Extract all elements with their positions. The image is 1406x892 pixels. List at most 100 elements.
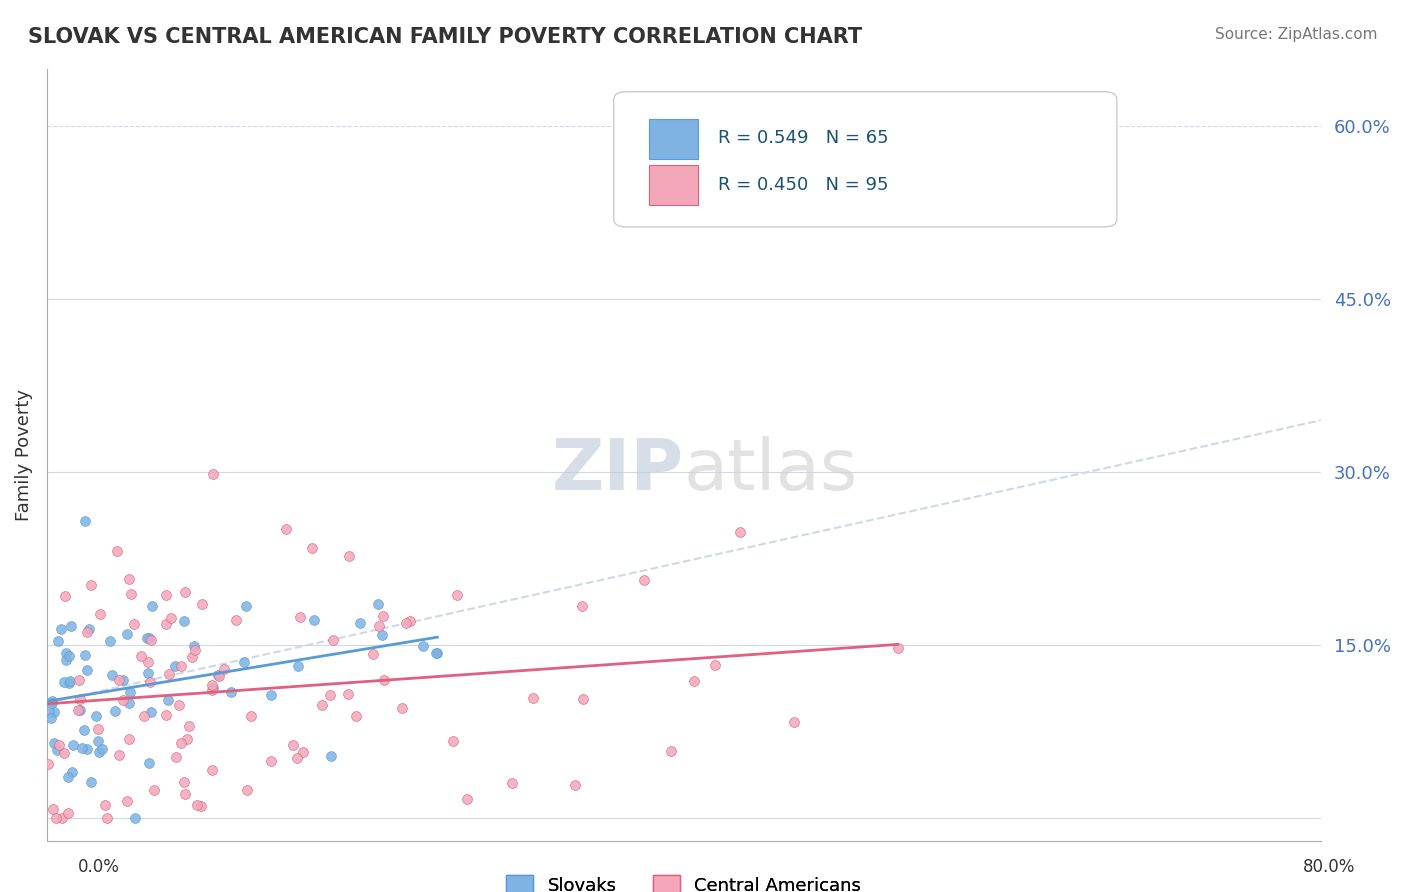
Point	[186, 798, 208, 813]
Point	[142, 782, 165, 797]
Point	[138, 756, 160, 770]
Point	[51, 811, 73, 825]
Point	[118, 685, 141, 699]
Point	[104, 704, 127, 718]
Point	[96, 811, 118, 825]
Point	[84, 709, 107, 723]
Point	[571, 599, 593, 613]
Point	[633, 574, 655, 588]
Point	[191, 598, 214, 612]
Point	[41, 694, 63, 708]
Text: SLOVAK VS CENTRAL AMERICAN FAMILY POVERTY CORRELATION CHART: SLOVAK VS CENTRAL AMERICAN FAMILY POVERT…	[28, 27, 862, 46]
Point	[80, 774, 103, 789]
Point	[138, 666, 160, 681]
Point	[58, 676, 80, 690]
Point	[319, 749, 342, 764]
Legend: Slovaks, Central Americans: Slovaks, Central Americans	[499, 868, 869, 892]
Point	[441, 733, 464, 747]
Point	[138, 655, 160, 669]
Point	[201, 764, 224, 778]
Point	[232, 655, 254, 669]
Point	[501, 776, 523, 790]
Text: Source: ZipAtlas.com: Source: ZipAtlas.com	[1215, 27, 1378, 42]
Point	[87, 734, 110, 748]
Point	[129, 648, 152, 663]
Point	[52, 747, 75, 761]
Point	[170, 736, 193, 750]
Point	[704, 657, 727, 672]
Point	[170, 659, 193, 673]
Point	[456, 792, 478, 806]
Point	[108, 673, 131, 687]
Point	[67, 703, 90, 717]
Point	[41, 802, 63, 816]
Point	[201, 683, 224, 698]
Point	[368, 619, 391, 633]
Point	[190, 799, 212, 814]
Point	[76, 625, 98, 640]
Point	[322, 633, 344, 648]
Point	[115, 794, 138, 808]
Point	[132, 709, 155, 723]
Point	[76, 663, 98, 677]
Point	[564, 778, 586, 792]
Point	[120, 587, 142, 601]
Point	[371, 628, 394, 642]
Point	[155, 588, 177, 602]
Point	[112, 673, 135, 687]
Point	[67, 673, 90, 687]
Point	[48, 738, 70, 752]
Point	[139, 674, 162, 689]
Point	[395, 615, 418, 630]
Point	[118, 732, 141, 747]
Point	[412, 639, 434, 653]
Point	[135, 631, 157, 645]
Point	[118, 696, 141, 710]
Point	[89, 607, 111, 622]
Point	[105, 543, 128, 558]
Point	[225, 613, 247, 627]
Point	[60, 618, 83, 632]
Point	[59, 673, 82, 688]
Point	[349, 615, 371, 630]
Point	[304, 613, 326, 627]
Point	[311, 698, 333, 712]
Point	[290, 610, 312, 624]
Point	[235, 599, 257, 613]
Point	[337, 549, 360, 564]
Point	[319, 688, 342, 702]
Point	[522, 691, 544, 706]
Point	[446, 588, 468, 602]
Point	[207, 668, 229, 682]
Point	[337, 687, 360, 701]
Point	[38, 705, 60, 719]
Point	[139, 705, 162, 719]
Text: R = 0.549   N = 65: R = 0.549 N = 65	[718, 129, 889, 147]
FancyBboxPatch shape	[650, 119, 697, 159]
Point	[159, 611, 181, 625]
Text: atlas: atlas	[683, 436, 858, 505]
Point	[156, 693, 179, 707]
Point	[89, 745, 111, 759]
Point	[90, 741, 112, 756]
Point	[287, 659, 309, 673]
Point	[426, 647, 449, 661]
Point	[174, 787, 197, 801]
Point	[72, 723, 94, 738]
Point	[100, 668, 122, 682]
Point	[69, 703, 91, 717]
Point	[138, 632, 160, 646]
Point	[202, 681, 225, 695]
Point	[283, 738, 305, 752]
Point	[165, 659, 187, 673]
Point	[201, 678, 224, 692]
Point	[111, 692, 134, 706]
Point	[301, 541, 323, 556]
Point	[373, 673, 395, 687]
Point	[37, 756, 59, 771]
Point	[236, 783, 259, 797]
Point	[55, 646, 77, 660]
FancyBboxPatch shape	[650, 165, 697, 205]
Point	[44, 735, 66, 749]
Point	[75, 648, 97, 662]
